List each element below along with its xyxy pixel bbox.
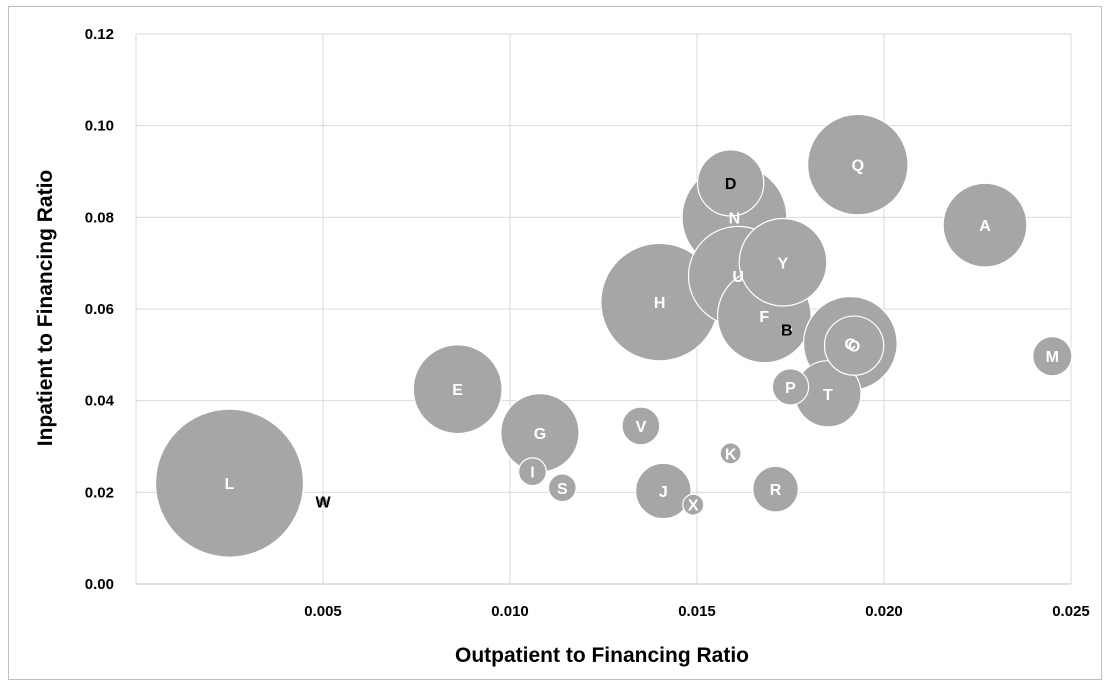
bubble-label-w: W bbox=[315, 495, 331, 512]
bubble-o bbox=[823, 315, 885, 376]
bubble-m bbox=[1032, 336, 1073, 377]
bubble-label-k: K bbox=[725, 446, 737, 463]
bubble-label-o: O bbox=[848, 339, 860, 356]
bubble-d bbox=[696, 149, 765, 217]
bubble-labels: L W E G I S V J X K R H DN F U Y B Q A CO T P M bbox=[225, 158, 1059, 515]
x-tick-label: 0.005 bbox=[304, 603, 342, 620]
bubble-label-m: M bbox=[1046, 349, 1059, 366]
bubble-label-q: Q bbox=[852, 158, 864, 175]
bubble-label-x: X bbox=[688, 498, 699, 515]
axis-ticks: 0.00 0.02 0.04 0.06 0.08 0.10 0.12 0.005 0.010 0.… bbox=[85, 26, 1090, 620]
bubble-p bbox=[771, 368, 810, 406]
bubble-label-d: D bbox=[725, 176, 737, 193]
bubble-label-a: A bbox=[979, 218, 991, 235]
x-tick-label: 0.025 bbox=[1052, 603, 1090, 620]
bubble-label-i: I bbox=[530, 465, 534, 482]
bubble-i bbox=[517, 457, 547, 487]
bubble-label-c: C bbox=[845, 336, 857, 353]
bubble-label-e: E bbox=[452, 382, 463, 399]
x-tick-label: 0.010 bbox=[491, 603, 529, 620]
bubble-label-h: H bbox=[654, 295, 666, 312]
x-tick-label: 0.020 bbox=[865, 603, 903, 620]
bubble-label-l: L bbox=[225, 476, 235, 493]
bubble-a bbox=[942, 182, 1028, 268]
y-tick-label: 0.10 bbox=[85, 118, 114, 135]
bubble-label-g: G bbox=[534, 426, 546, 443]
bubble-l bbox=[154, 408, 305, 558]
x-tick-label: 0.015 bbox=[678, 603, 716, 620]
y-tick-label: 0.04 bbox=[85, 393, 115, 410]
bubble-v bbox=[621, 406, 661, 446]
bubble-s bbox=[547, 473, 577, 503]
bubble-series bbox=[154, 113, 1073, 558]
bubble-label-j: J bbox=[659, 484, 668, 501]
x-axis-title: Outpatient to Financing Ratio bbox=[455, 644, 749, 667]
bubble-r bbox=[752, 465, 799, 513]
bubble-j bbox=[635, 462, 692, 520]
y-tick-label: 0.08 bbox=[85, 209, 114, 226]
bubble-label-t: T bbox=[823, 387, 833, 404]
y-axis-title: Inpatient to Financing Ratio bbox=[34, 170, 57, 447]
bubble-q bbox=[807, 113, 909, 216]
bubble-label-y: Y bbox=[778, 255, 789, 272]
bubble-w bbox=[317, 496, 329, 507]
y-tick-label: 0.06 bbox=[85, 301, 114, 318]
y-tick-label: 0.02 bbox=[85, 484, 114, 501]
bubble-y bbox=[738, 217, 828, 307]
bubble-label-r: R bbox=[770, 482, 782, 499]
bubble-label-f: F bbox=[759, 309, 769, 326]
bubble-k bbox=[719, 442, 742, 465]
bubble-label-b: B bbox=[781, 323, 793, 340]
bubble-label-u: U bbox=[732, 269, 744, 286]
bubble-label-p: P bbox=[785, 380, 796, 397]
chart-frame bbox=[8, 6, 1102, 680]
bubble-x bbox=[682, 493, 705, 516]
y-tick-label: 0.12 bbox=[85, 26, 114, 43]
bubble-label-v: V bbox=[636, 419, 647, 436]
bubble-e bbox=[412, 344, 503, 435]
bubble-b bbox=[781, 324, 793, 335]
bubble-label-n: N bbox=[729, 210, 741, 227]
bubble-label-s: S bbox=[557, 481, 568, 498]
y-tick-label: 0.00 bbox=[85, 576, 114, 593]
